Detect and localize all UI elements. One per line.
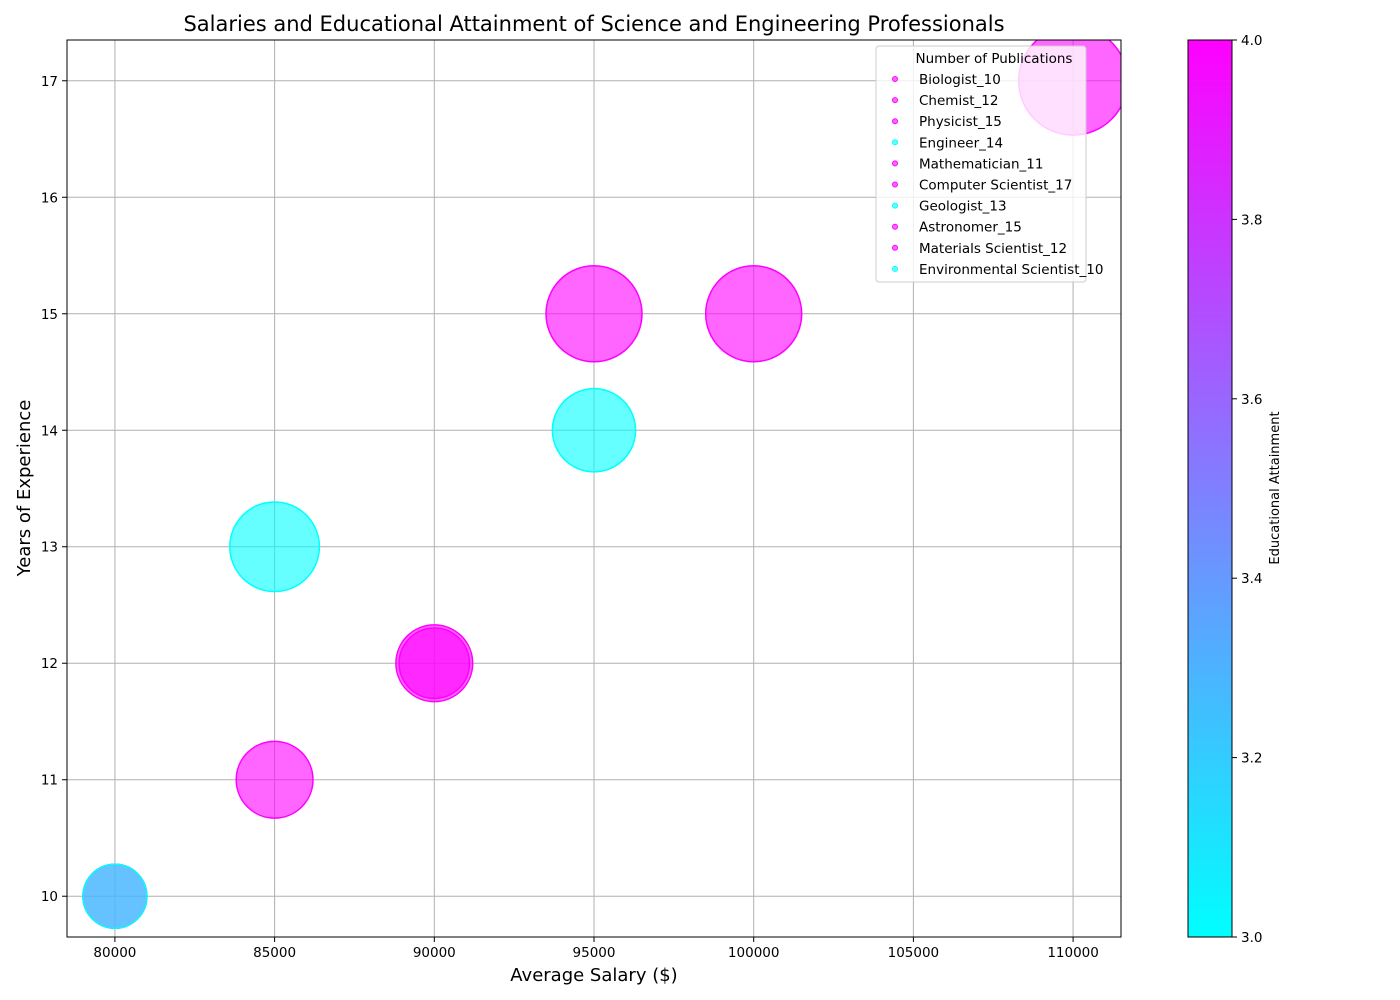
legend-entry: Astronomer_15 <box>919 220 1022 236</box>
x-tick-label: 90000 <box>413 945 456 961</box>
legend-marker <box>892 139 898 146</box>
y-tick-label: 13 <box>41 540 58 556</box>
y-tick-label: 15 <box>41 307 58 323</box>
bubble-chemist <box>235 740 314 819</box>
legend-entry: Computer Scientist_17 <box>919 178 1072 194</box>
legend-marker <box>892 265 898 272</box>
legend-entry: Physicist_15 <box>919 114 1002 130</box>
legend-entry: Biologist_10 <box>919 72 1001 88</box>
colorbar-tick-label: 3.6 <box>1241 392 1262 408</box>
x-tick-label: 100000 <box>728 945 780 961</box>
legend: Number of Publications Biologist_10 Chemi… <box>875 45 1103 283</box>
y-tick-label: 10 <box>41 889 58 905</box>
colorbar-tick-label: 3.0 <box>1241 930 1262 946</box>
legend-entry: Geologist_13 <box>919 199 1007 215</box>
colorbar-tick-label: 3.2 <box>1241 751 1262 767</box>
y-tick-label: 12 <box>41 656 58 672</box>
y-axis-label: Years of Experience <box>14 400 35 578</box>
y-tick-label: 16 <box>41 190 58 206</box>
legend-marker <box>892 118 898 125</box>
legend-entry: Materials Scientist_12 <box>919 241 1067 257</box>
legend-marker <box>892 76 898 82</box>
x-tick-label: 85000 <box>253 945 296 961</box>
colorbar-tick-label: 3.8 <box>1241 212 1262 228</box>
legend-marker <box>892 160 898 167</box>
legend-entry: Environmental Scientist_10 <box>919 262 1103 278</box>
legend-marker <box>892 223 898 230</box>
legend-marker <box>892 202 898 209</box>
bubble-environmental-scientist <box>82 863 148 929</box>
y-tick-label: 17 <box>41 74 58 90</box>
legend-entry: Chemist_12 <box>919 93 998 109</box>
legend-entry: Mathematician_11 <box>919 156 1043 172</box>
colorbar-label: Educational Attainment <box>1268 411 1283 564</box>
legend-title: Number of Publications <box>916 51 1073 67</box>
colorbar-gradient <box>1188 40 1232 937</box>
y-axis-ticks: 10 11 12 13 14 15 16 17 <box>41 74 67 905</box>
x-tick-label: 80000 <box>93 945 136 961</box>
colorbar-tick-label: 3.4 <box>1241 571 1262 587</box>
legend-marker <box>892 97 898 104</box>
x-axis-ticks: 80000 85000 90000 95000 100000 105000 110000 <box>93 937 1099 961</box>
colorbar-tick-label: 4.0 <box>1241 33 1262 49</box>
x-tick-label: 105000 <box>888 945 940 961</box>
bubble-materials-scientist <box>395 624 474 703</box>
legend-entry: Engineer_14 <box>919 135 1003 151</box>
bubble-physicist <box>545 265 643 363</box>
x-axis-label: Average Salary ($) <box>510 965 677 986</box>
legend-marker <box>892 181 898 188</box>
bubble-astronomer <box>704 265 803 363</box>
legend-marker <box>892 244 898 251</box>
colorbar: 3.0 3.2 3.4 3.6 3.8 4.0 Educational Attainmen… <box>1187 33 1283 946</box>
x-tick-label: 95000 <box>573 945 616 961</box>
chart-title: Salaries and Educational Attainment of S… <box>183 12 1004 36</box>
bubble-engineer <box>229 501 321 593</box>
x-tick-label: 110000 <box>1047 945 1099 961</box>
y-tick-label: 14 <box>41 423 58 439</box>
legend-box <box>875 45 1087 283</box>
colorbar-frame <box>1187 39 1233 938</box>
bubble-geologist <box>551 387 637 473</box>
y-tick-label: 11 <box>41 773 58 789</box>
